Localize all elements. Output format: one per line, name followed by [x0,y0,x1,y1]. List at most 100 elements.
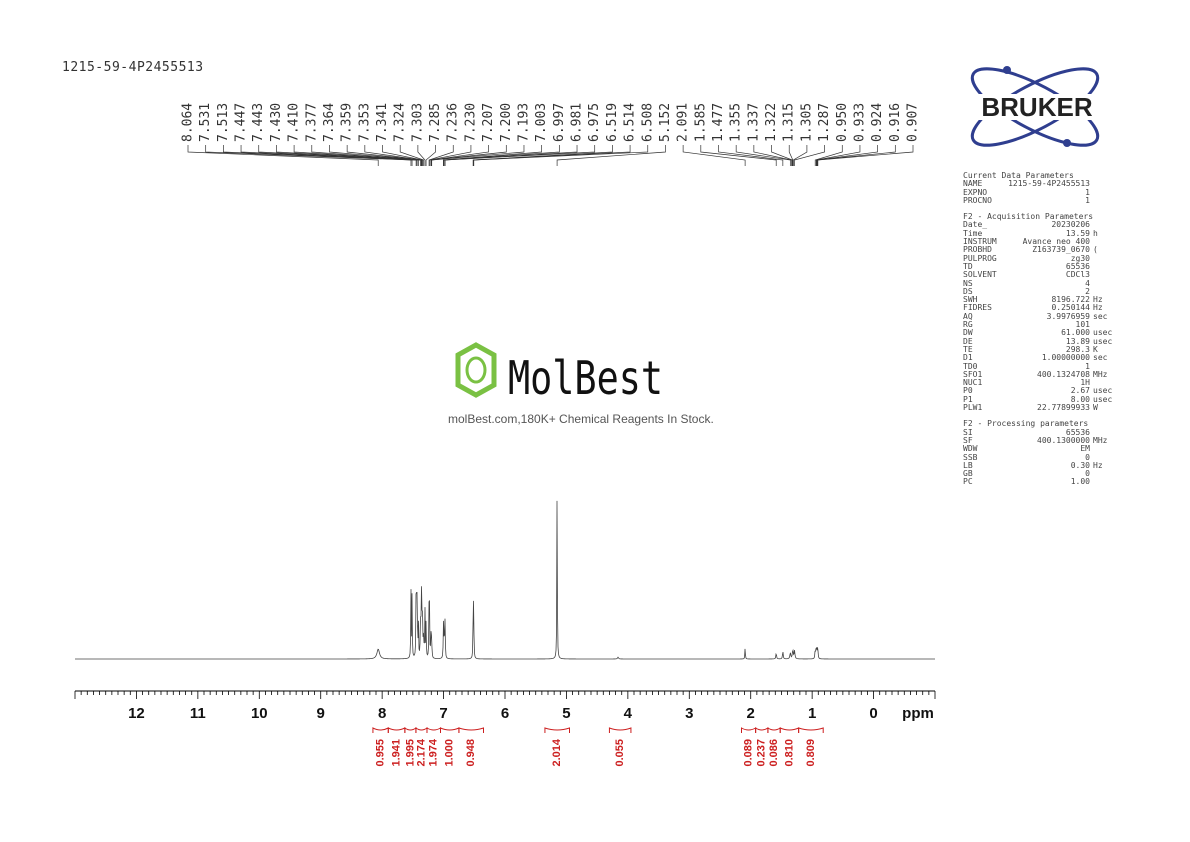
integral-bracket [741,727,757,733]
peak-label-leader [444,145,596,166]
peak-label-text: 7.207 [481,103,496,142]
param-row: NS 4 [963,279,1115,288]
integral-bracket [440,727,460,733]
peak-label-text: 8.064 [181,103,196,142]
param-value: 61.000 usec [1061,328,1113,338]
peak-label-text: 6.997 [552,103,567,142]
param-row: NAME 1215-59-4P2455513 [963,179,1115,189]
peak-label: 7.230 [429,103,478,166]
peak-label-text: 1.337 [746,103,761,142]
peak-label-text: 7.353 [357,103,372,142]
param-key: PC [963,477,973,487]
peak-label-leader [311,145,421,166]
param-key: P0 [963,386,973,396]
integral-value: 0.086 [768,739,780,767]
peak-label-text: 6.981 [570,103,585,142]
param-row: D1 1.00000000 sec [963,353,1115,363]
param-row: DE 13.89 usec [963,336,1115,346]
peak-label-text: 1.585 [693,103,708,142]
param-row: P0 2.67 usec [963,386,1115,396]
param-key: GB [963,469,973,479]
peak-label: 2.091 [676,103,746,166]
peak-label: 6.508 [473,103,655,166]
peak-label-leader [223,145,413,166]
param-key: SWH [963,295,978,305]
peak-label: 7.443 [251,103,417,166]
integral-bracket [404,727,417,733]
peak-label-text: 7.359 [340,103,355,142]
integral-bracket [779,727,800,733]
param-value: 0.30 Hz [1070,460,1103,470]
param-key: SFO1 [963,369,983,379]
peak-label-text: 0.907 [906,103,921,142]
param-key: RG [963,320,973,330]
peak-label: 7.513 [216,103,413,166]
sample-id-label: 1215-59-4P2455513 [62,60,204,75]
peak-label-text: 6.508 [640,103,655,142]
param-row: SOLVENT CDCl3 [963,270,1115,279]
param-value: 22.77899933 W [1037,403,1098,413]
peak-label-text: 0.924 [870,103,885,142]
x-tick-label: 6 [501,705,509,722]
param-row: SSB 0 [963,453,1115,462]
peak-label: 1.585 [693,103,777,166]
param-value: Z163739_0670( [1032,245,1098,255]
x-tick-label: 12 [128,705,145,722]
peak-label-text: 7.200 [499,103,514,142]
param-key: TD [963,261,973,271]
param-key: NUC1 [963,378,983,388]
param-value: 65536 [1065,261,1090,271]
param-row: AQ 3.9976959 sec [963,311,1115,321]
param-row: TE 298.3 K [963,345,1115,354]
param-key: WDW [963,444,978,454]
param-value: 13.89 usec [1065,336,1113,346]
param-row: PC 1.00 [963,477,1115,487]
x-tick-label: 9 [317,705,325,722]
peak-label-text: 7.285 [428,103,443,142]
integral-region: 1.974 [426,727,441,767]
param-key: PLW1 [963,403,983,413]
peak-label-leader [428,145,454,166]
param-value: 1215-59-4P2455513 [1008,179,1090,189]
peak-label-text: 7.410 [287,103,302,142]
param-row: SWH 8196.722 Hz [963,295,1115,305]
param-value: 0.250144 Hz [1051,303,1103,313]
molbest-logo: MolBest [455,342,663,405]
param-key: AQ [963,311,973,321]
molbest-brand-text: MolBest [508,351,663,405]
peak-label-text: 7.377 [304,103,319,142]
param-key: D1 [963,353,973,363]
param-value: 1H [1080,378,1090,388]
integral-region: 0.809 [798,727,824,767]
param-row: GB 0 [963,469,1115,479]
peak-label-leader [735,145,791,166]
peak-label-leader [794,145,825,166]
peak-label: 0.924 [816,103,885,166]
param-key: LB [963,460,973,470]
param-row: FIDRES 0.250144 Hz [963,303,1115,313]
x-tick-label: 4 [624,705,633,722]
peak-label-leader [556,145,666,166]
acquisition-params-block: F2 - Acquisition Parameters Date_ 2023020… [963,212,1115,413]
processing-params-heading: F2 - Processing parameters [963,419,1089,429]
peak-label: 7.410 [287,103,419,166]
integral-bracket [387,727,406,733]
peak-label-leader [700,145,777,166]
peak-label: 6.981 [444,103,585,166]
peak-label-leader [417,145,426,166]
param-key: TD0 [963,361,978,371]
x-tick-label: 1 [808,705,816,722]
integral-bracket [544,727,570,733]
peak-label-leader [205,145,412,166]
peak-label: 1.305 [793,103,814,166]
integral-bracket [372,727,389,733]
peak-label-text: 6.975 [587,103,602,142]
peak-label-leader [817,145,914,166]
peak-label-text: 7.324 [393,103,408,142]
x-tick-label: 2 [747,705,755,722]
peak-label-leader [473,145,649,166]
peak-label-text: 1.477 [711,103,726,142]
param-key: SF [963,435,973,445]
peak-label-text: 7.430 [269,103,284,142]
peak-label-text: 1.355 [729,103,744,142]
